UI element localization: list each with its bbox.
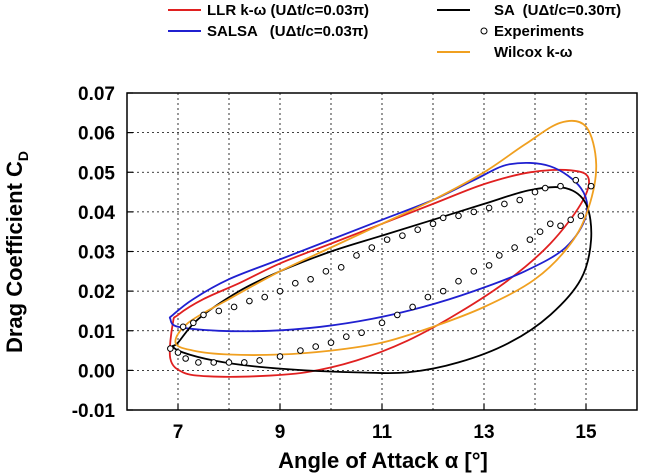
experiment-marker <box>215 307 223 315</box>
x-tick-label: 13 <box>473 422 494 443</box>
experiment-marker <box>195 359 202 366</box>
experiment-marker <box>485 204 493 212</box>
x-tick-label: 15 <box>575 422 597 443</box>
y-tick-label: 0.05 <box>78 163 115 184</box>
y-tick-label: -0.01 <box>72 401 116 422</box>
experiment-marker <box>455 277 462 285</box>
experiment-marker <box>179 323 187 331</box>
experiment-marker <box>536 228 544 235</box>
x-tick-label: 7 <box>173 422 184 443</box>
experiment-marker <box>557 182 564 190</box>
legend-label-wilcox: Wilcox k-ω <box>494 44 573 61</box>
experiment-marker <box>439 287 447 295</box>
experiment-marker <box>174 349 182 356</box>
experiment-marker <box>439 214 447 222</box>
tick-layer: 7 9 11 13 15 -0.01 0.00 0.01 0.02 0.03 0.04 0.05 0.0… <box>72 84 597 443</box>
experiment-marker <box>470 268 478 275</box>
experiment-marker <box>378 319 386 327</box>
experiment-marker <box>182 355 189 362</box>
y-tick-label: 0.03 <box>78 243 115 264</box>
legend-label-sa: SA (UΔt/c=0.30π) <box>494 2 621 19</box>
x-tick-label: 9 <box>275 422 286 443</box>
experiment-marker <box>292 279 299 287</box>
experiment-marker <box>409 303 416 311</box>
experiment-marker <box>501 200 508 208</box>
experiment-marker <box>246 297 253 305</box>
experiment-marker <box>557 222 564 230</box>
experiment-marker <box>470 208 478 216</box>
experiment-marker <box>368 244 376 251</box>
experiment-marker <box>455 212 462 220</box>
y-tick-label: 0.04 <box>78 203 115 224</box>
legend-swatch-experiments <box>480 27 488 35</box>
experiment-marker <box>414 226 422 234</box>
legend: LLR k-ω (UΔt/c=0.03π) SALSA (UΔt/c=0.03π… <box>168 2 621 61</box>
legend-label-llr: LLR k-ω (UΔt/c=0.03π) <box>207 2 369 19</box>
experiment-marker <box>516 196 524 204</box>
experiment-marker <box>531 188 539 196</box>
experiment-marker <box>261 293 269 301</box>
experiment-marker <box>276 287 284 295</box>
experiment-marker <box>256 357 263 364</box>
experiment-marker <box>485 262 493 269</box>
experiment-marker <box>297 347 304 354</box>
wilcox-series-line <box>174 119 598 356</box>
llr-series-line <box>168 168 590 378</box>
experiment-marker <box>312 343 320 350</box>
experiment-marker <box>327 339 335 346</box>
legend-label-salsa: SALSA (UΔt/c=0.03π) <box>207 23 368 40</box>
experiment-marker <box>322 268 330 275</box>
experiment-marker <box>225 359 233 366</box>
experiment-marker <box>190 319 197 327</box>
y-axis-title-sub: D <box>15 151 31 161</box>
series-layer <box>168 119 598 378</box>
experiment-marker <box>200 311 207 319</box>
sa-series-line <box>171 186 593 375</box>
experiment-marker <box>394 311 401 319</box>
experiment-marker <box>541 184 549 192</box>
y-tick-label: 0.01 <box>78 322 115 343</box>
experiment-marker <box>547 220 554 228</box>
experiment-marker <box>343 333 350 340</box>
experiment-marker <box>276 353 284 360</box>
experiment-marker <box>572 176 580 184</box>
experiment-marker <box>567 216 575 224</box>
y-axis-title-main: Drag Coefficient C <box>2 161 27 353</box>
experiment-marker <box>307 275 314 283</box>
legend-label-experiments: Experiments <box>494 23 584 40</box>
y-tick-label: 0.02 <box>78 282 115 303</box>
experiment-marker <box>526 236 534 243</box>
experiment-marker <box>496 252 503 259</box>
experiment-marker <box>337 264 345 271</box>
y-tick-label: 0.07 <box>78 84 115 105</box>
experiment-marker <box>399 232 406 239</box>
experiment-marker <box>167 345 174 352</box>
experiment-marker <box>587 182 595 190</box>
experiment-marker <box>230 303 238 311</box>
experiment-marker <box>429 220 437 228</box>
experiment-marker <box>358 329 365 337</box>
experiment-marker <box>577 212 585 220</box>
experiment-marker <box>353 252 360 259</box>
experiment-marker <box>383 236 391 243</box>
x-axis-title: Angle of Attack α [°] <box>278 448 488 473</box>
y-axis-title: Drag Coefficient CD <box>2 151 31 353</box>
experiment-marker <box>424 293 432 301</box>
experiment-marker <box>511 244 518 251</box>
experiment-marker <box>210 359 217 366</box>
experiment-marker <box>241 359 248 366</box>
y-tick-label: 0.00 <box>78 361 115 382</box>
y-tick-label: 0.06 <box>78 124 115 145</box>
x-tick-label: 11 <box>372 422 393 443</box>
experiment-markers <box>167 176 595 366</box>
